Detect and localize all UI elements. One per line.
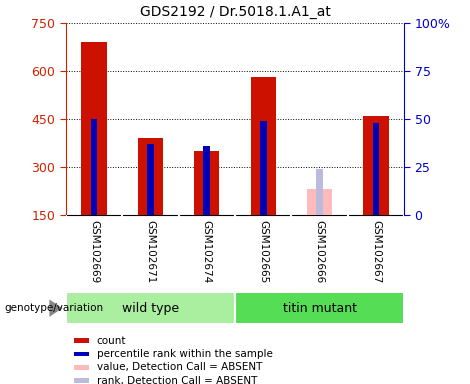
Bar: [147, 144, 154, 215]
Text: GSM102666: GSM102666: [314, 220, 325, 283]
Bar: [73, 379, 89, 383]
Bar: [235, 292, 404, 324]
Bar: [138, 138, 163, 215]
Bar: [316, 169, 323, 215]
Bar: [81, 42, 107, 215]
Text: wild type: wild type: [122, 302, 179, 314]
Bar: [363, 116, 389, 215]
Text: titin mutant: titin mutant: [282, 302, 357, 314]
Title: GDS2192 / Dr.5018.1.A1_at: GDS2192 / Dr.5018.1.A1_at: [140, 5, 330, 19]
Bar: [66, 292, 235, 324]
Text: rank, Detection Call = ABSENT: rank, Detection Call = ABSENT: [97, 376, 257, 384]
Text: GSM102671: GSM102671: [145, 220, 156, 283]
Bar: [73, 338, 89, 343]
Bar: [73, 365, 89, 369]
Bar: [194, 151, 219, 215]
Text: GSM102667: GSM102667: [371, 220, 381, 283]
Text: GSM102674: GSM102674: [202, 220, 212, 283]
Text: GSM102669: GSM102669: [89, 220, 99, 283]
Text: count: count: [97, 336, 126, 346]
Bar: [307, 189, 332, 215]
Text: GSM102665: GSM102665: [258, 220, 268, 283]
Polygon shape: [49, 300, 63, 317]
Text: value, Detection Call = ABSENT: value, Detection Call = ABSENT: [97, 362, 262, 372]
Text: genotype/variation: genotype/variation: [5, 303, 104, 313]
Bar: [251, 78, 276, 215]
Text: percentile rank within the sample: percentile rank within the sample: [97, 349, 273, 359]
Bar: [73, 352, 89, 356]
Bar: [204, 146, 210, 215]
Bar: [91, 119, 97, 215]
Bar: [373, 123, 379, 215]
Bar: [260, 121, 266, 215]
